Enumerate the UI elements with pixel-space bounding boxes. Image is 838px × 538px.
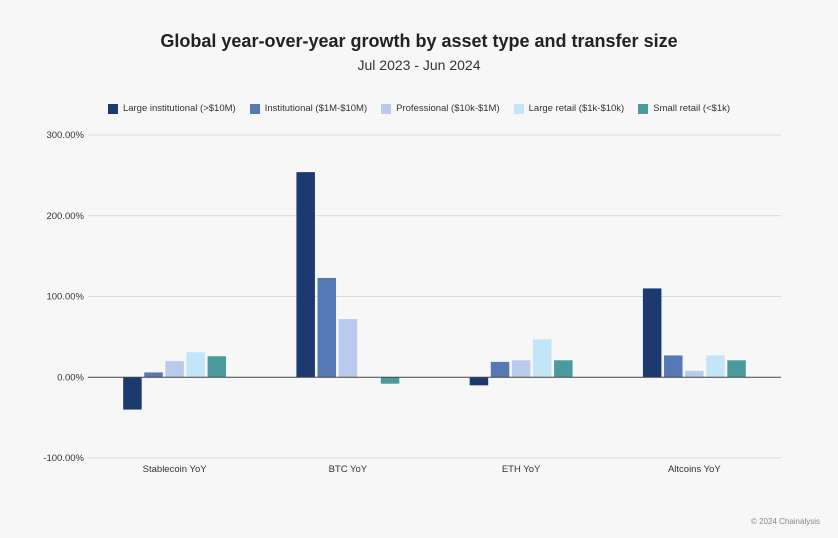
x-tick-label: Altcoins YoY (668, 464, 721, 475)
bar (685, 370, 704, 378)
legend-swatch (249, 103, 260, 114)
y-tick-label: 100.00% (46, 292, 84, 303)
legend-label: Professional ($10k-$1M) (396, 103, 500, 114)
bar (554, 360, 573, 378)
bar (380, 377, 400, 384)
bar (469, 377, 489, 386)
bar (338, 319, 358, 378)
y-tick-label: 0.00% (57, 372, 84, 383)
x-tick-label: ETH YoY (502, 464, 541, 475)
legend: Large institutional (>$10M) Institutiona… (0, 103, 838, 114)
bar (664, 355, 683, 378)
bar (511, 360, 531, 378)
bar (123, 377, 142, 410)
chart-subtitle: Jul 2023 - Jun 2024 (357, 57, 481, 73)
legend-item: Large retail ($1k-$10k) (513, 103, 625, 114)
legend-item: Large institutional (>$10M) (107, 103, 236, 114)
bar (532, 339, 552, 378)
bar (642, 288, 662, 378)
legend-label: Small retail (<$1k) (653, 103, 731, 114)
legend-swatch (107, 103, 118, 114)
bar (296, 172, 315, 378)
legend-swatch (381, 103, 392, 114)
copyright-footer: © 2024 Chainalysis (750, 517, 820, 526)
legend-swatch (513, 103, 524, 114)
legend-item: Institutional ($1M-$10M) (249, 103, 368, 114)
bar (165, 361, 184, 378)
bar (727, 360, 746, 378)
x-tick-label: Stablecoin YoY (143, 464, 208, 475)
bar (207, 356, 227, 378)
bar (706, 355, 725, 378)
bar (317, 277, 337, 378)
y-tick-label: -100.00% (43, 453, 84, 464)
bar (144, 372, 163, 378)
legend-label: Large retail ($1k-$10k) (528, 103, 625, 114)
y-tick-label: 300.00% (46, 130, 84, 141)
legend-label: Large institutional (>$10M) (122, 103, 236, 114)
legend-item: Professional ($10k-$1M) (381, 103, 500, 114)
legend-label: Institutional ($1M-$10M) (264, 103, 368, 114)
legend-swatch (638, 103, 649, 114)
chart-title: Global year-over-year growth by asset ty… (160, 31, 678, 51)
legend-item: Small retail (<$1k) (638, 103, 730, 114)
x-tick-label: BTC YoY (329, 464, 368, 475)
bar (186, 352, 205, 378)
bar (490, 361, 510, 378)
y-tick-label: 200.00% (46, 211, 84, 222)
